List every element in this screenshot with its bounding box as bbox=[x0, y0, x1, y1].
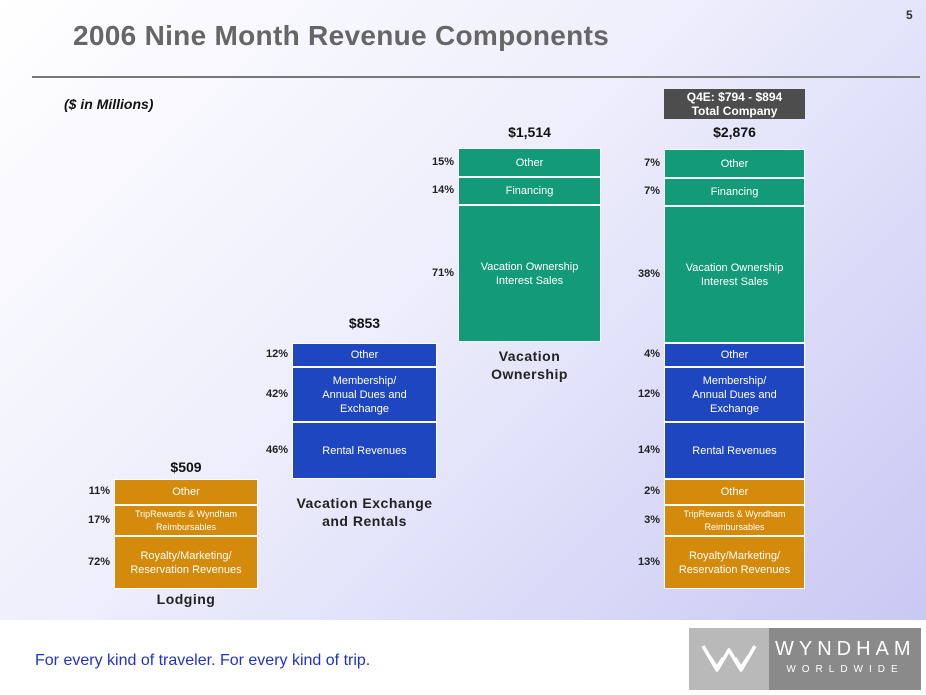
pct-label-total_company-3: 14% bbox=[637, 443, 660, 456]
pct-label-total_company-5: 4% bbox=[644, 348, 660, 360]
pct-label-vacation_ownership-1: 14% bbox=[431, 184, 454, 196]
bar-segment-vacation_exchange-0: Rental Revenues bbox=[292, 422, 437, 479]
pct-label-vacation_exchange-2: 12% bbox=[265, 348, 288, 360]
bar-segment-vacation_ownership-2: Other bbox=[458, 148, 601, 177]
pct-label-lodging-2: 11% bbox=[88, 485, 110, 497]
total-label-vacation_exchange: $853 bbox=[348, 315, 381, 331]
bar-segment-total_company-7: Financing bbox=[664, 178, 805, 206]
total-label-vacation_ownership: $1,514 bbox=[508, 124, 551, 140]
bar-segment-lodging-0: Royalty/Marketing/ Reservation Revenues bbox=[114, 536, 258, 589]
logo-wordmark: WYNDHAM bbox=[775, 638, 916, 660]
pct-label-total_company-7: 7% bbox=[644, 185, 660, 197]
bar-segment-total_company-6: Vacation Ownership Interest Sales bbox=[664, 206, 805, 343]
pct-label-total_company-4: 12% bbox=[637, 387, 660, 400]
bar-segment-vacation_ownership-0: Vacation Ownership Interest Sales bbox=[458, 205, 601, 342]
bar-segment-total_company-4: Membership/ Annual Dues and Exchange bbox=[664, 367, 805, 422]
logo-chevron-icon bbox=[701, 645, 757, 672]
bar-segment-vacation_ownership-1: Financing bbox=[458, 177, 601, 205]
pct-label-vacation_exchange-1: 42% bbox=[265, 387, 288, 400]
pct-label-total_company-1: 3% bbox=[644, 513, 660, 526]
pct-label-vacation_ownership-2: 15% bbox=[431, 155, 454, 168]
q4e-note-box: Q4E: $794 - $894 Total Company bbox=[664, 89, 805, 119]
bar-segment-total_company-0: Royalty/Marketing/ Reservation Revenues bbox=[664, 536, 805, 589]
slide-background: 5 2006 Nine Month Revenue Components ($ … bbox=[0, 0, 926, 620]
bar-segment-vacation_exchange-1: Membership/ Annual Dues and Exchange bbox=[292, 367, 437, 422]
pct-label-lodging-1: 17% bbox=[87, 513, 110, 526]
pct-label-total_company-6: 38% bbox=[637, 267, 660, 280]
q4e-note-line1: Q4E: $794 - $894 bbox=[686, 90, 783, 104]
q4e-note-line2: Total Company bbox=[691, 104, 778, 118]
bar-segment-lodging-1: TripRewards & Wyndham Reimbursables bbox=[114, 505, 258, 536]
pct-label-total_company-0: 13% bbox=[637, 555, 660, 568]
total-label-total_company: $2,876 bbox=[713, 124, 756, 140]
footer-tagline: For every kind of traveler. For every ki… bbox=[35, 652, 371, 669]
bar-segment-total_company-1: TripRewards & Wyndham Reimbursables bbox=[664, 505, 805, 536]
wyndham-logo-mark bbox=[689, 628, 769, 690]
pct-label-lodging-0: 72% bbox=[87, 555, 110, 568]
units-note: ($ in Millions) bbox=[64, 96, 154, 112]
bar-segment-total_company-3: Rental Revenues bbox=[664, 422, 805, 479]
page-number: 5 bbox=[906, 8, 913, 22]
pct-label-total_company-2: 2% bbox=[644, 485, 660, 497]
logo-subtitle: WORLDWIDE bbox=[786, 664, 904, 675]
page-title: 2006 Nine Month Revenue Components bbox=[73, 20, 610, 51]
logo-band bbox=[769, 628, 921, 690]
bar-segment-lodging-2: Other bbox=[114, 479, 258, 505]
bar-segment-vacation_exchange-2: Other bbox=[292, 343, 437, 367]
pct-label-vacation_ownership-0: 71% bbox=[431, 266, 454, 279]
bar-segment-total_company-8: Other bbox=[664, 149, 805, 178]
pct-label-vacation_exchange-0: 46% bbox=[265, 443, 288, 456]
total-label-lodging: $509 bbox=[170, 459, 202, 475]
bar-segment-total_company-5: Other bbox=[664, 343, 805, 367]
category-label-lodging: Lodging bbox=[156, 591, 216, 607]
category-label-vacation_exchange: Vacation Exchange and Rentals bbox=[296, 495, 433, 529]
category-label-vacation_ownership: Vacation Ownership bbox=[491, 348, 568, 382]
title-divider bbox=[32, 76, 920, 78]
bar-segment-total_company-2: Other bbox=[664, 479, 805, 505]
pct-label-total_company-8: 7% bbox=[644, 156, 660, 169]
